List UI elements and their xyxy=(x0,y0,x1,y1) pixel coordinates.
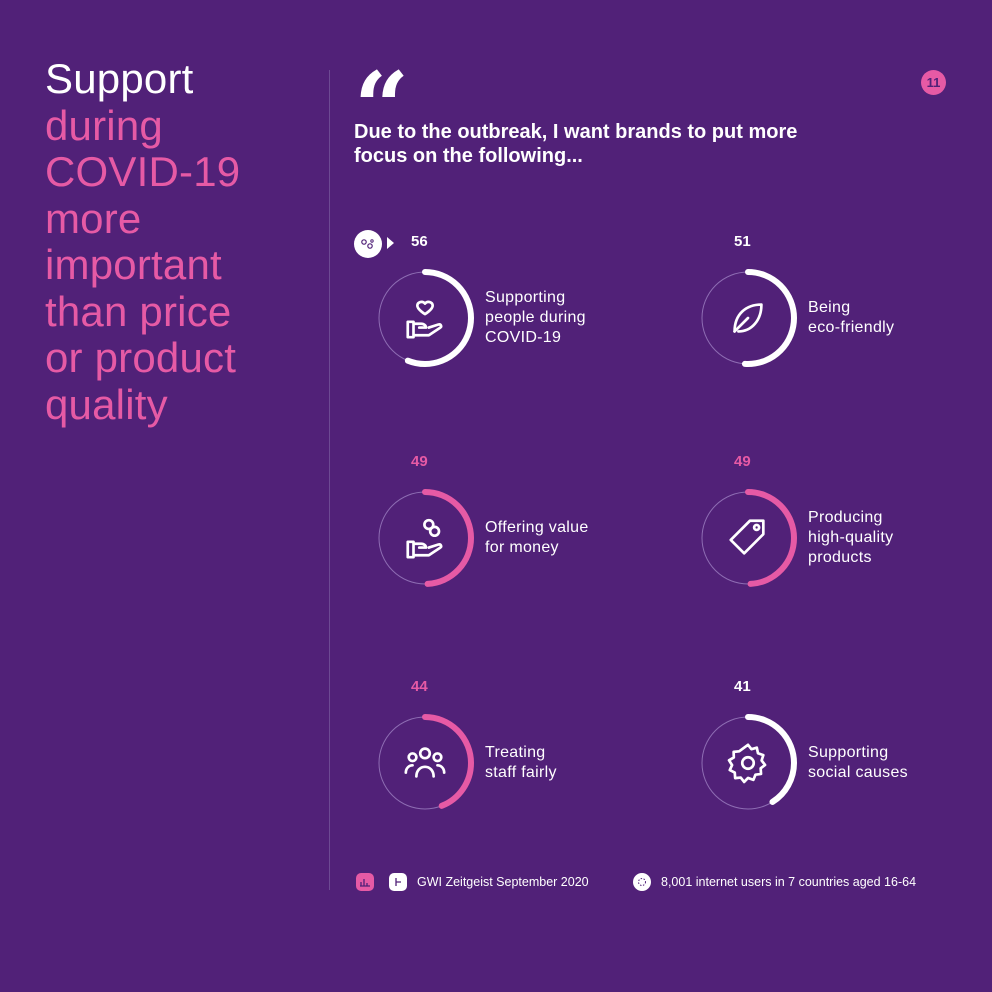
gear-icon xyxy=(727,743,767,784)
people-group-icon xyxy=(404,747,446,778)
category-label: Being eco-friendly xyxy=(808,298,968,338)
page-number-badge: 11 xyxy=(921,70,946,95)
ring xyxy=(376,269,474,367)
value-arc xyxy=(699,269,797,367)
value-arc xyxy=(699,489,797,587)
category-label-line: Treating xyxy=(485,744,546,761)
headline-line: during xyxy=(45,101,163,149)
chart-icon xyxy=(356,873,374,891)
category-label-line: Supporting xyxy=(485,289,566,306)
category-label: Producing high-quality products xyxy=(808,508,968,568)
hand-heart-icon xyxy=(406,300,443,339)
headline-line: more xyxy=(45,194,142,242)
category-label-line: Being xyxy=(808,299,851,316)
value-arc xyxy=(699,714,797,812)
chart-item: 41 Supporting social causes xyxy=(698,678,908,813)
category-label-line: COVID-19 xyxy=(485,329,562,346)
ring xyxy=(699,269,797,367)
data-label: 51 xyxy=(734,233,751,250)
chart-item: 44 Treating staff fairly xyxy=(375,678,556,813)
data-label: 44 xyxy=(411,678,428,695)
vertical-divider xyxy=(329,70,330,890)
chart-item: 56 Supporting people during COVID-19 xyxy=(375,233,586,368)
ring xyxy=(699,714,797,812)
data-label: 41 xyxy=(734,678,751,695)
ring xyxy=(699,489,797,587)
source-icon xyxy=(389,873,407,891)
quote-icon: “ xyxy=(354,51,410,164)
headline-line: or product xyxy=(45,334,237,381)
price-tag-icon xyxy=(729,519,765,555)
headline-line: COVID-19 xyxy=(45,148,241,195)
headline-line: Support xyxy=(45,55,194,102)
category-label-line: for money xyxy=(485,539,559,556)
headline-line: than price xyxy=(45,287,232,335)
question-text: Due to the outbreak, I want brands to pu… xyxy=(354,121,798,167)
category-label: Supporting people during COVID-19 xyxy=(485,288,645,348)
headline-line: important xyxy=(45,241,222,288)
data-label: 49 xyxy=(411,453,428,470)
chart-item: 49 Offering value for money xyxy=(375,453,588,588)
headline: Support during COVID-19 more important t… xyxy=(45,55,315,428)
category-label-line: people during xyxy=(485,309,586,326)
category-label: Offering value for money xyxy=(485,518,645,558)
chart-item: 49 Producing high-quality products xyxy=(698,453,893,588)
sample-icon xyxy=(633,873,651,891)
footer-source: GWI Zeitgeist September 2020 xyxy=(417,875,589,889)
chart-item: 51 Being eco-friendly xyxy=(698,233,894,368)
category-label-line: Offering value xyxy=(485,519,589,536)
footer-sample: 8,001 internet users in 7 countries aged… xyxy=(661,875,917,889)
hand-coins-icon xyxy=(406,518,443,559)
data-label: 49 xyxy=(734,453,751,470)
dots-icon xyxy=(354,230,382,258)
category-label-line: products xyxy=(808,549,872,566)
category-label-line: high-quality xyxy=(808,529,894,546)
category-label-line: Producing xyxy=(808,509,883,526)
category-label: Treating staff fairly xyxy=(485,743,645,783)
headline-line: quality xyxy=(45,380,168,428)
data-label: 56 xyxy=(411,233,428,250)
ring xyxy=(376,714,474,812)
category-label-line: staff fairly xyxy=(485,764,557,781)
category-label-line: Supporting xyxy=(808,744,889,761)
value-arc xyxy=(376,269,474,367)
category-label-line: social causes xyxy=(808,764,908,781)
leaf-icon xyxy=(733,303,763,333)
category-label-line: eco-friendly xyxy=(808,319,895,336)
ring xyxy=(376,489,474,587)
play-arrow-icon xyxy=(387,237,394,249)
value-arc xyxy=(376,714,474,812)
value-arc xyxy=(376,489,474,587)
category-label: Supporting social causes xyxy=(808,743,968,783)
